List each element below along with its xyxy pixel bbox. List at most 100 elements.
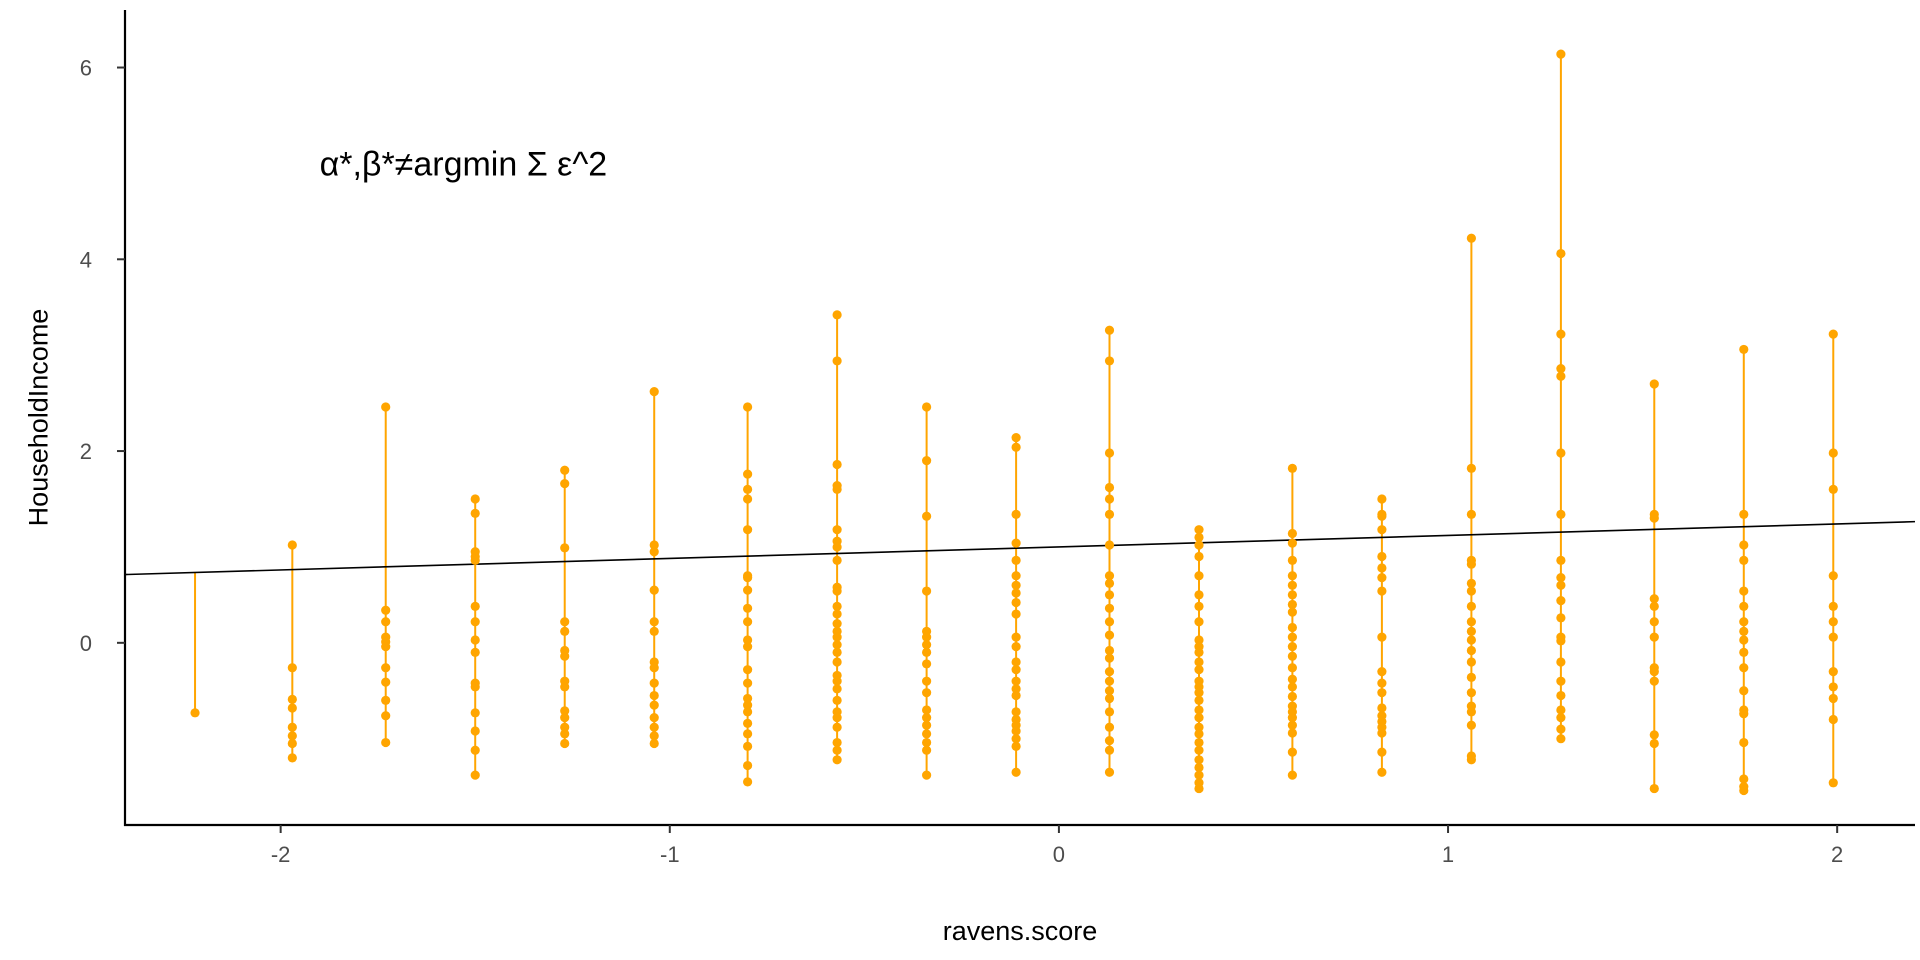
data-point (1466, 720, 1476, 730)
data-point (649, 731, 659, 741)
data-point (470, 508, 480, 518)
data-point (832, 713, 842, 723)
data-point (743, 402, 753, 412)
data-point (287, 663, 297, 673)
data-point (832, 737, 842, 748)
data-point (832, 684, 842, 694)
data-point (1739, 586, 1749, 596)
data-point (1377, 767, 1387, 777)
data-point (922, 713, 932, 723)
data-point (1287, 590, 1297, 600)
data-point (922, 720, 932, 730)
data-point (1466, 578, 1476, 588)
data-point (1104, 693, 1115, 704)
data-point (1194, 770, 1204, 780)
data-point (1556, 690, 1566, 701)
data-point (1194, 617, 1204, 627)
data-point (1104, 578, 1115, 588)
data-point (1287, 463, 1297, 473)
data-point (470, 682, 480, 692)
data-point (560, 722, 570, 732)
data-point (470, 726, 480, 736)
data-point (1828, 329, 1838, 339)
data-point (1104, 325, 1115, 335)
data-point (1377, 747, 1387, 757)
data-point (649, 700, 659, 710)
data-point (1287, 691, 1297, 702)
data-point (1466, 601, 1476, 611)
data-point (1011, 734, 1021, 744)
data-point (1739, 601, 1749, 611)
data-point (1377, 688, 1387, 698)
data-point (1377, 525, 1387, 535)
data-point (1287, 713, 1297, 723)
data-point (1828, 632, 1838, 642)
data-point (832, 632, 842, 642)
data-point (922, 632, 932, 642)
data-point (1377, 494, 1387, 504)
data-point (1739, 686, 1749, 696)
data-point (287, 731, 297, 741)
data-point (743, 760, 753, 771)
data-point (743, 642, 753, 652)
data-point (1377, 586, 1387, 596)
data-point (1287, 642, 1297, 652)
data-point (470, 617, 480, 627)
data-point (1011, 665, 1021, 675)
data-point (1104, 653, 1115, 663)
data-point (1739, 540, 1749, 550)
annotation-text: α*,β*≠argmin Σ ε^2 (320, 145, 608, 183)
data-point (1377, 551, 1387, 562)
x-tick-label: -1 (660, 842, 680, 867)
data-point (1011, 676, 1021, 686)
data-point (832, 356, 842, 366)
data-point (381, 737, 391, 748)
data-point (922, 511, 932, 521)
data-point (1011, 433, 1021, 443)
data-point (1556, 580, 1566, 590)
data-point (1194, 635, 1204, 645)
data-point (1287, 747, 1297, 757)
data-point (287, 694, 297, 704)
data-point (1011, 609, 1021, 619)
data-point (1739, 737, 1749, 748)
data-point (1556, 49, 1566, 59)
data-point (832, 459, 842, 470)
data-point (832, 640, 842, 650)
fit-line (125, 520, 1915, 576)
x-tick-label: 0 (1053, 842, 1065, 867)
data-point (649, 540, 659, 550)
data-point (1466, 688, 1476, 698)
data-point (1556, 509, 1566, 519)
data-point (287, 722, 297, 732)
y-axis-title: HouseholdIncome (23, 309, 53, 527)
data-point (1287, 528, 1297, 539)
data-point (1011, 726, 1021, 736)
data-point (560, 479, 570, 489)
data-point (649, 617, 659, 627)
data-point (1739, 709, 1749, 719)
data-point (832, 745, 842, 755)
data-point (832, 310, 842, 320)
data-point (470, 635, 480, 645)
data-point (922, 705, 932, 715)
data-point (1649, 783, 1659, 794)
data-point (1011, 597, 1021, 608)
data-point (560, 626, 570, 636)
data-point (649, 690, 659, 701)
data-point (1739, 555, 1749, 565)
data-point (1011, 588, 1021, 598)
data-point (1556, 573, 1566, 583)
data-point (1104, 736, 1115, 746)
data-point (1466, 707, 1476, 717)
data-point (470, 647, 480, 658)
data-point (743, 573, 753, 583)
data-point (1011, 684, 1021, 694)
data-point (1104, 448, 1115, 458)
data-point (649, 547, 659, 557)
data-point (1828, 666, 1838, 677)
data-point (1011, 767, 1021, 777)
data-point (1011, 690, 1021, 701)
